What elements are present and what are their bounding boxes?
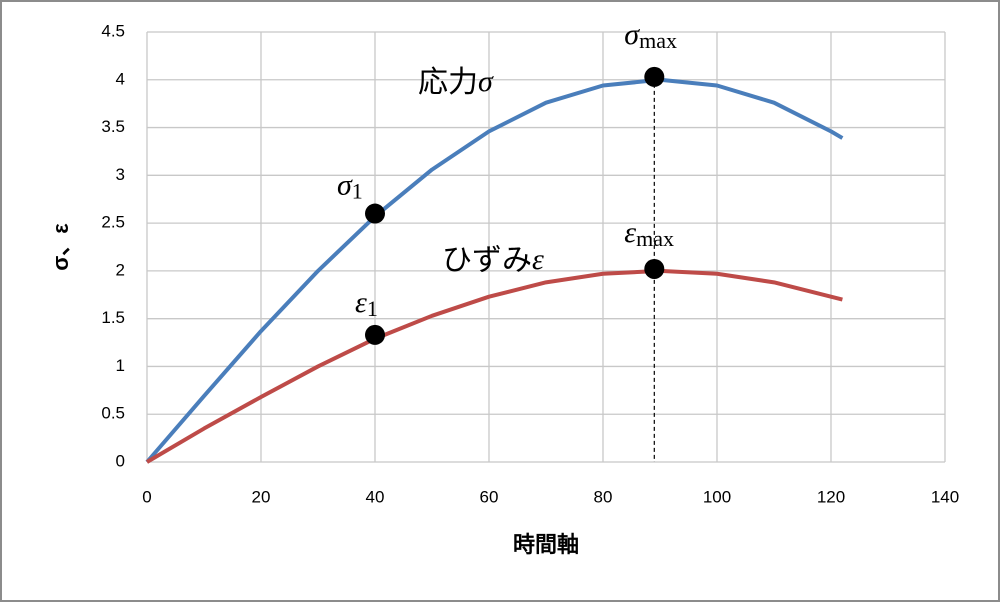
series-label: 応力σ <box>418 65 494 99</box>
point-label: σmax <box>624 18 677 53</box>
x-tick-label: 100 <box>703 487 731 506</box>
series-line <box>145 77 844 464</box>
series-symbol: ε <box>532 243 544 276</box>
y-axis-title: σ、ε <box>48 223 73 271</box>
x-tick-label: 80 <box>594 487 613 506</box>
y-tick-label: 0.5 <box>101 404 125 423</box>
point-symbol: σ <box>624 18 640 51</box>
x-tick-label: 120 <box>817 487 845 506</box>
y-tick-label: 2 <box>116 260 125 279</box>
y-tick-label: 0 <box>116 451 125 470</box>
y-tick-label: 4 <box>116 69 125 88</box>
point-subscript: max <box>639 28 677 53</box>
y-tick-label: 1.5 <box>101 308 125 327</box>
x-tick-label: 0 <box>142 487 151 506</box>
point-symbol: ε <box>624 216 636 249</box>
series-symbol: σ <box>478 65 494 98</box>
point-subscript: 1 <box>352 179 363 204</box>
x-axis-title: 時間軸 <box>513 532 579 557</box>
y-tick-label: 1 <box>116 356 125 375</box>
y-tick-label: 3 <box>116 165 125 184</box>
x-tick-label: 20 <box>252 487 271 506</box>
x-tick-label: 40 <box>366 487 385 506</box>
point-subscript: max <box>636 226 674 251</box>
point-marker <box>365 203 385 224</box>
y-tick-label: 4.5 <box>101 21 125 40</box>
series-name: 応力 <box>418 66 478 99</box>
series-line <box>145 268 843 464</box>
point-marker <box>644 66 665 87</box>
point-label: ε1 <box>355 286 378 321</box>
y-tick-label: 2.5 <box>101 213 125 232</box>
point-label: εmax <box>624 216 674 251</box>
point-marker <box>644 258 665 279</box>
point-subscript: 1 <box>367 296 378 321</box>
y-tick-label: 3.5 <box>101 117 125 136</box>
series-label: ひずみε <box>442 243 544 277</box>
point-marker <box>365 324 385 345</box>
x-tick-label: 60 <box>480 487 499 506</box>
point-label: σ1 <box>337 168 363 203</box>
series-name: ひずみ <box>442 244 532 277</box>
x-tick-label: 140 <box>931 487 959 506</box>
point-symbol: ε <box>355 286 367 319</box>
point-symbol: σ <box>337 168 353 201</box>
